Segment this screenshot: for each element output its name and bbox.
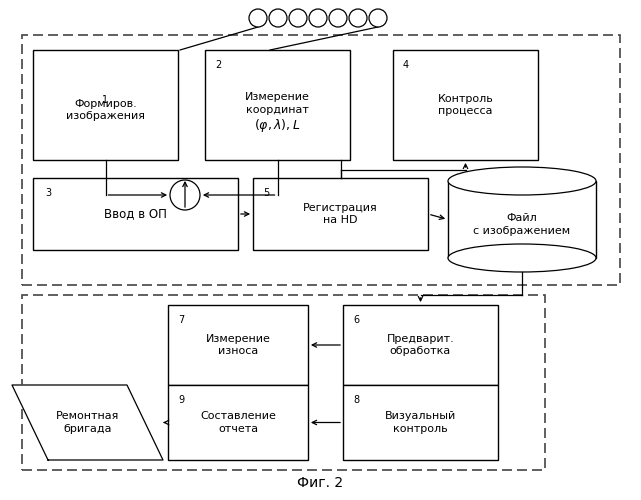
Circle shape xyxy=(269,9,287,27)
Circle shape xyxy=(369,9,387,27)
Text: 4: 4 xyxy=(403,60,409,70)
Bar xyxy=(33,50,178,160)
Text: 3: 3 xyxy=(45,188,51,198)
Bar xyxy=(343,305,498,385)
Bar xyxy=(343,385,498,460)
Ellipse shape xyxy=(448,244,596,272)
Circle shape xyxy=(289,9,307,27)
Text: 9: 9 xyxy=(178,395,184,405)
Bar xyxy=(205,50,350,160)
Text: Формиров.
изображения: Формиров. изображения xyxy=(66,98,145,122)
Text: 8: 8 xyxy=(353,395,359,405)
Text: $(\varphi,\lambda), L$: $(\varphi,\lambda), L$ xyxy=(254,116,301,134)
Text: Ремонтная
бригада: Ремонтная бригада xyxy=(56,411,119,434)
Circle shape xyxy=(309,9,327,27)
Text: Измерение
износа: Измерение износа xyxy=(206,334,271,356)
Bar xyxy=(33,178,238,250)
Bar xyxy=(168,385,308,460)
Text: 1: 1 xyxy=(103,95,108,105)
Text: Визуальный
контроль: Визуальный контроль xyxy=(385,411,456,434)
Text: 6: 6 xyxy=(353,315,359,325)
Circle shape xyxy=(329,9,347,27)
Text: Ввод в ОП: Ввод в ОП xyxy=(104,208,167,220)
Text: Составление
отчета: Составление отчета xyxy=(200,411,276,434)
Bar xyxy=(448,181,596,258)
Text: Предварит.
обработка: Предварит. обработка xyxy=(387,334,454,356)
Text: 5: 5 xyxy=(263,188,269,198)
Bar xyxy=(22,35,620,285)
Text: Фиг. 2: Фиг. 2 xyxy=(297,476,344,490)
Text: Измерение: Измерение xyxy=(245,92,310,102)
Bar xyxy=(168,305,308,385)
Polygon shape xyxy=(12,385,163,460)
Bar xyxy=(253,178,428,250)
Bar xyxy=(393,50,538,160)
Text: 2: 2 xyxy=(215,60,221,70)
Bar xyxy=(22,295,545,470)
Text: Файл
с изображением: Файл с изображением xyxy=(474,213,570,236)
Circle shape xyxy=(349,9,367,27)
Text: координат: координат xyxy=(246,105,309,115)
Text: 7: 7 xyxy=(178,315,184,325)
Circle shape xyxy=(249,9,267,27)
Text: Контроль
процесса: Контроль процесса xyxy=(438,94,494,116)
Circle shape xyxy=(170,180,200,210)
Ellipse shape xyxy=(448,167,596,195)
Text: Регистрация
на HD: Регистрация на HD xyxy=(303,202,378,226)
